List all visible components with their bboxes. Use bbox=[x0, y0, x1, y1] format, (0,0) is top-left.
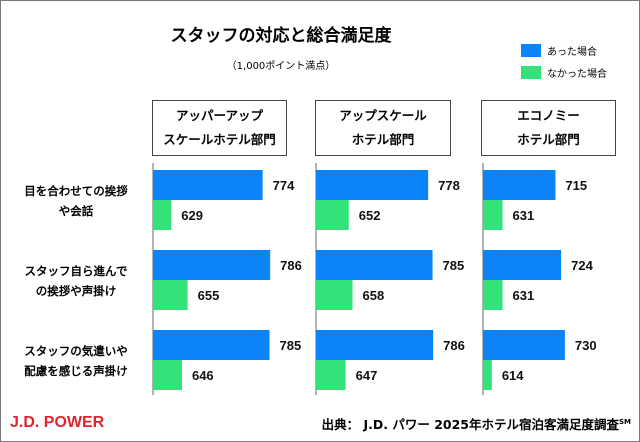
data-label: 785 bbox=[443, 258, 465, 273]
panel-header: アップスケール ホテル部門 bbox=[315, 100, 451, 156]
category-label: 目を合わせての挨拶 や会話 bbox=[24, 184, 128, 218]
chart-subtitle: （1,000ポイント満点） bbox=[226, 61, 336, 72]
data-label: 774 bbox=[273, 178, 295, 193]
data-label: 647 bbox=[356, 368, 378, 383]
data-label: 631 bbox=[513, 288, 535, 303]
bar bbox=[316, 360, 346, 390]
bar bbox=[153, 360, 182, 390]
bar bbox=[483, 360, 492, 390]
data-label: 724 bbox=[571, 258, 593, 273]
legend-item-no: なかった場合 bbox=[521, 65, 607, 80]
panel-header: エコノミー ホテル部門 bbox=[481, 100, 616, 156]
data-label: 658 bbox=[363, 288, 385, 303]
data-label: 778 bbox=[438, 178, 460, 193]
data-label: 631 bbox=[513, 208, 535, 223]
bar bbox=[153, 170, 263, 200]
bar bbox=[316, 280, 353, 310]
legend-swatch bbox=[521, 44, 541, 57]
data-label: 614 bbox=[502, 368, 524, 383]
bar bbox=[316, 330, 434, 360]
legend-label: なかった場合 bbox=[547, 69, 607, 80]
data-label: 785 bbox=[280, 338, 302, 353]
data-label: 646 bbox=[192, 368, 214, 383]
data-label: 730 bbox=[575, 338, 597, 353]
bar bbox=[316, 250, 433, 280]
chart-title: スタッフの対応と総合満足度 bbox=[170, 26, 392, 46]
data-label: 655 bbox=[198, 288, 220, 303]
bar bbox=[153, 280, 188, 310]
panel-header: アッパーアップ スケールホテル部門 bbox=[152, 100, 287, 156]
bar bbox=[316, 200, 349, 230]
legend-swatch bbox=[521, 66, 541, 79]
category-label: スタッフ自ら進んで の挨拶や声掛け bbox=[24, 264, 128, 298]
source-sup: SM bbox=[618, 417, 631, 426]
source-note: 出典： J.D. パワー 2025年ホテル宿泊客満足度調査SM bbox=[322, 414, 631, 433]
category-label: スタッフの気遣いや 配慮を感じる声掛け bbox=[24, 344, 128, 378]
bar bbox=[483, 170, 556, 200]
bar bbox=[483, 330, 565, 360]
legend-label: あった場合 bbox=[547, 47, 597, 58]
legend-item-yes: あった場合 bbox=[521, 43, 597, 58]
data-label: 715 bbox=[565, 178, 587, 193]
bar bbox=[153, 250, 271, 280]
data-label: 786 bbox=[443, 338, 465, 353]
jd-power-logo: J.D. POWER bbox=[10, 414, 105, 431]
bar bbox=[153, 200, 172, 230]
bar bbox=[153, 330, 270, 360]
bar bbox=[483, 250, 562, 280]
data-label: 629 bbox=[181, 208, 203, 223]
bar bbox=[483, 200, 503, 230]
source-text: 出典： J.D. パワー 2025年ホテル宿泊客満足度調査 bbox=[321, 417, 619, 432]
data-label: 786 bbox=[280, 258, 302, 273]
data-label: 652 bbox=[359, 208, 381, 223]
bar bbox=[316, 170, 429, 200]
bar bbox=[483, 280, 503, 310]
